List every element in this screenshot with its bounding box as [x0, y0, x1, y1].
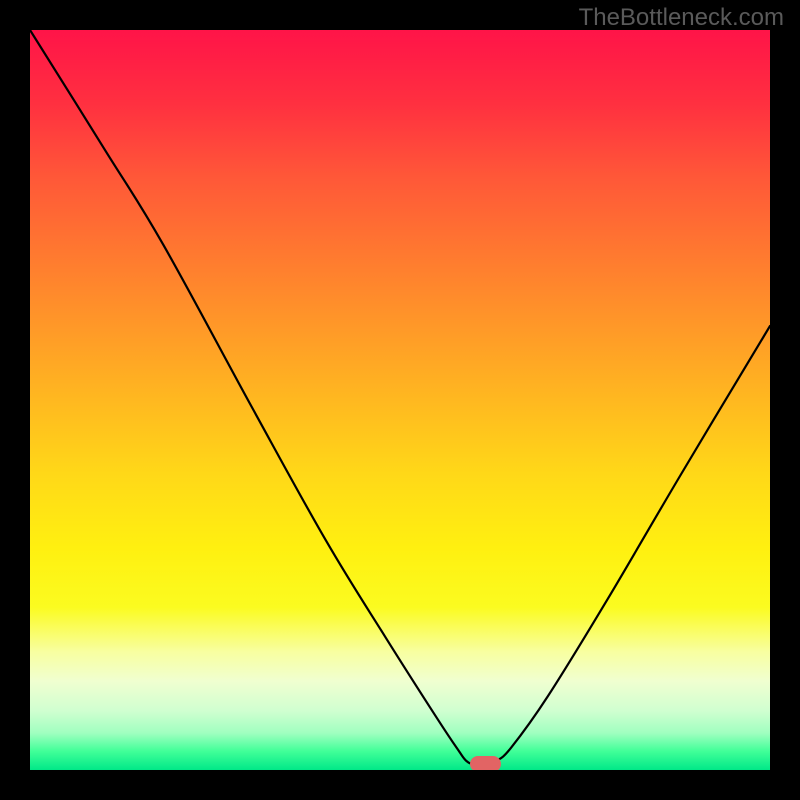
- optimum-marker: [470, 756, 501, 770]
- chart-root: TheBottleneck.com: [0, 0, 800, 800]
- bottleneck-curve: [30, 30, 770, 770]
- watermark-text: TheBottleneck.com: [579, 4, 784, 32]
- plot-area: [30, 30, 770, 770]
